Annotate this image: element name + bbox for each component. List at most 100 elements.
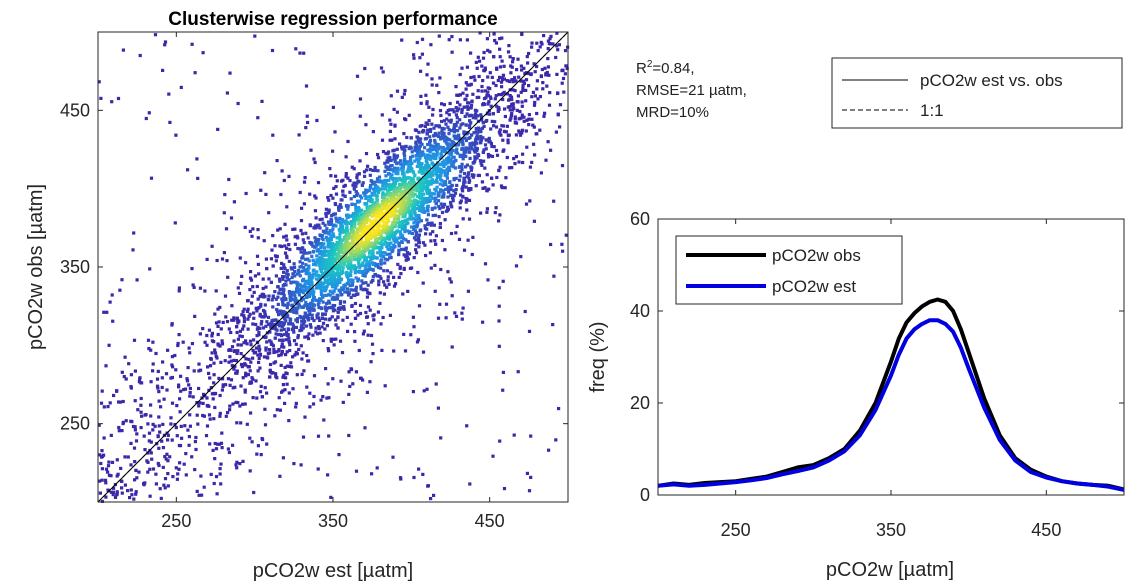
scatter-point — [225, 259, 229, 263]
scatter-point — [382, 196, 386, 200]
scatter-point — [306, 257, 310, 261]
scatter-point — [453, 191, 458, 195]
scatter-point — [265, 267, 269, 271]
scatter-point — [371, 314, 375, 318]
scatter-point — [395, 186, 399, 190]
scatter-point — [466, 83, 470, 87]
scatter-point — [175, 404, 179, 408]
scatter-point — [492, 55, 496, 59]
scatter-point — [163, 486, 167, 490]
scatter-point — [540, 42, 544, 46]
scatter-point — [353, 202, 357, 207]
scatter-point — [207, 388, 211, 392]
scatter-point — [345, 281, 349, 285]
scatter-point — [426, 122, 430, 126]
scatter-point — [265, 442, 269, 446]
scatter-point — [319, 287, 323, 291]
scatter-point — [303, 176, 307, 180]
scatter-point — [365, 215, 369, 219]
scatter-point — [354, 270, 358, 274]
scatter-point — [547, 448, 551, 452]
scatter-point — [312, 374, 317, 378]
scatter-point — [336, 281, 340, 285]
scatter-point — [315, 254, 319, 258]
scatter-point — [308, 251, 312, 255]
scatter-point — [296, 334, 300, 338]
scatter-point — [97, 423, 101, 427]
scatter-point — [157, 424, 161, 428]
scatter-point — [177, 289, 181, 293]
scatter-point — [474, 146, 478, 150]
scatter-point — [379, 276, 383, 281]
scatter-point — [447, 119, 451, 123]
scatter-point — [454, 231, 458, 235]
scatter-point — [411, 202, 415, 206]
scatter-point — [349, 295, 353, 299]
scatter-point — [462, 176, 466, 180]
scatter-point — [530, 41, 534, 45]
scatter-point — [410, 231, 414, 235]
scatter-point — [523, 71, 527, 75]
scatter-point — [426, 213, 430, 217]
scatter-point — [132, 338, 137, 342]
scatter-point — [228, 71, 232, 75]
scatter-point — [360, 279, 364, 283]
scatter-point — [468, 121, 472, 125]
scatter-point — [425, 181, 429, 185]
scatter-point — [449, 184, 453, 188]
scatter-point — [392, 243, 396, 247]
scatter-point — [139, 396, 143, 401]
scatter-point — [428, 142, 432, 146]
scatter-point — [472, 131, 476, 135]
scatter-point — [331, 196, 335, 200]
scatter-point — [229, 216, 234, 220]
scatter-point — [282, 373, 286, 377]
scatter-point — [299, 250, 303, 254]
scatter-point — [329, 238, 333, 242]
scatter-point — [510, 102, 514, 106]
scatter-point — [127, 362, 131, 366]
scatter-point — [408, 169, 412, 173]
scatter-point — [333, 265, 337, 269]
scatter-point — [162, 397, 166, 401]
scatter-point — [324, 207, 328, 211]
scatter-point — [412, 221, 416, 225]
scatter-point — [430, 77, 434, 81]
scatter-point — [281, 303, 285, 307]
scatter-point — [488, 112, 492, 116]
scatter-point — [400, 168, 404, 172]
scatter-point — [102, 405, 106, 409]
scatter-point — [287, 278, 291, 282]
scatter-point — [263, 294, 267, 298]
scatter-point — [377, 204, 382, 208]
scatter-point — [458, 206, 462, 210]
scatter-point — [370, 206, 374, 210]
scatter-point — [329, 245, 333, 249]
scatter-point — [351, 288, 355, 292]
scatter-point — [428, 232, 432, 236]
scatter-point — [156, 369, 160, 373]
scatter-point — [450, 50, 454, 54]
scatter-point — [307, 290, 312, 294]
scatter-point — [436, 142, 440, 147]
scatter-point — [438, 145, 442, 149]
scatter-point — [435, 148, 439, 152]
scatter-point — [288, 348, 292, 353]
scatter-point — [112, 393, 116, 398]
scatter-point — [299, 228, 303, 233]
scatter-point — [384, 187, 388, 191]
scatter-point — [519, 79, 523, 83]
scatter-point — [352, 218, 356, 223]
scatter-point — [149, 403, 153, 407]
scatter-point — [129, 488, 133, 492]
scatter-point — [381, 224, 385, 228]
scatter-point — [108, 401, 112, 405]
scatter-point — [161, 360, 165, 364]
scatter-point — [367, 218, 371, 222]
scatter-point — [177, 385, 181, 389]
scatter-point — [364, 190, 368, 195]
scatter-legend: pCO2w est vs. obs 1:1 — [831, 57, 1123, 129]
scatter-point — [435, 168, 439, 172]
scatter-point — [413, 218, 417, 223]
scatter-point — [239, 352, 243, 356]
